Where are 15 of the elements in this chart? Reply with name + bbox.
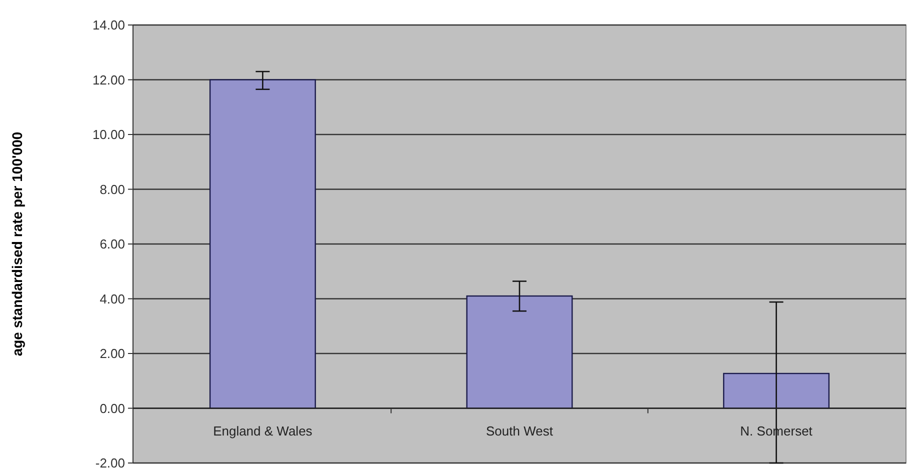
bar: [209, 79, 316, 409]
y-tick-label: 0.00: [100, 400, 125, 416]
y-tick-label: 8.00: [100, 182, 125, 197]
x-tick-label: South West: [486, 423, 554, 438]
bar: [466, 295, 573, 409]
y-tick-label: 6.00: [100, 236, 125, 252]
y-tick-label: -2.00: [95, 456, 125, 470]
y-tick-label: 10.00: [92, 127, 125, 142]
y-tick-label: 4.00: [100, 291, 125, 306]
y-axis-title: age standardised rate per 100'000: [9, 132, 25, 356]
y-tick-label: 2.00: [100, 346, 125, 362]
y-tick-label: 14.00: [92, 18, 125, 33]
x-tick-label: England & Wales: [213, 423, 313, 438]
bar: [723, 372, 830, 409]
y-tick-label: 12.00: [92, 72, 125, 88]
